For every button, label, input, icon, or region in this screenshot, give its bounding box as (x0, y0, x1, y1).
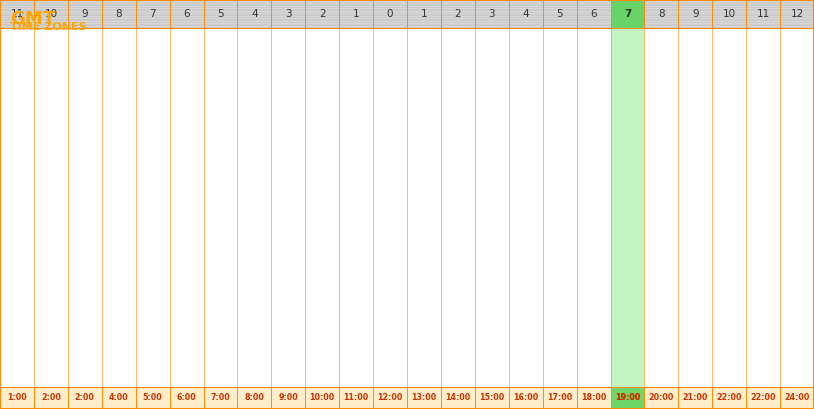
Text: 6:00: 6:00 (177, 393, 196, 402)
Text: 17:00: 17:00 (547, 393, 572, 402)
Text: 7:00: 7:00 (211, 393, 230, 402)
Text: 9: 9 (81, 9, 88, 19)
Text: 14:00: 14:00 (445, 393, 470, 402)
Text: 8:00: 8:00 (244, 393, 265, 402)
Bar (0, 4, 814, 5)
Text: 8: 8 (116, 9, 122, 19)
Bar (610, 0, 645, 28)
Text: 6: 6 (183, 9, 190, 19)
Text: 9: 9 (692, 9, 698, 19)
Bar (610, 387, 645, 409)
Text: 5:00: 5:00 (142, 393, 163, 402)
Bar (0, 17, 814, 18)
Text: 5: 5 (217, 9, 224, 19)
Text: 12: 12 (790, 9, 803, 19)
Text: 3: 3 (285, 9, 291, 19)
Text: 11: 11 (756, 9, 770, 19)
Text: 3: 3 (488, 9, 495, 19)
Text: 24:00: 24:00 (785, 393, 810, 402)
Text: 15:00: 15:00 (479, 393, 505, 402)
Text: 11: 11 (11, 9, 24, 19)
Bar (0, 2, 814, 3)
Bar (0, 0, 814, 28)
Text: 0: 0 (387, 9, 393, 19)
Text: 10: 10 (44, 9, 58, 19)
Text: 2:00: 2:00 (75, 393, 94, 402)
Bar (610, 28, 645, 387)
Text: 1:00: 1:00 (7, 393, 27, 402)
Bar (0, 27, 814, 28)
Text: 5: 5 (556, 9, 563, 19)
Text: 2: 2 (319, 9, 326, 19)
Bar (0, 24, 814, 25)
Text: 2:00: 2:00 (41, 393, 61, 402)
Text: 1: 1 (352, 9, 360, 19)
Text: 9:00: 9:00 (278, 393, 298, 402)
Text: 8: 8 (658, 9, 665, 19)
Text: 4:00: 4:00 (109, 393, 129, 402)
Text: 10:00: 10:00 (309, 393, 335, 402)
Text: 6: 6 (590, 9, 597, 19)
Text: GMT: GMT (10, 10, 55, 28)
Text: TIME ZONES: TIME ZONES (10, 22, 86, 32)
Bar (0, 19, 814, 20)
Text: 1: 1 (421, 9, 427, 19)
Bar (0, 387, 814, 409)
Text: 7: 7 (624, 9, 631, 19)
Text: 19:00: 19:00 (615, 393, 640, 402)
Text: 4: 4 (251, 9, 258, 19)
Bar (0, 14, 814, 16)
Text: 4: 4 (523, 9, 529, 19)
Text: 13:00: 13:00 (411, 393, 436, 402)
Bar (0, 22, 814, 23)
Text: 11:00: 11:00 (344, 393, 369, 402)
Text: 18:00: 18:00 (581, 393, 606, 402)
Text: 7: 7 (149, 9, 156, 19)
Text: 22:00: 22:00 (716, 393, 742, 402)
Text: 22:00: 22:00 (751, 393, 776, 402)
Text: 16:00: 16:00 (513, 393, 538, 402)
Text: 19:00: 19:00 (615, 393, 640, 402)
Text: 21:00: 21:00 (683, 393, 708, 402)
Text: 12:00: 12:00 (378, 393, 403, 402)
Bar (0, 7, 814, 8)
Text: 10: 10 (723, 9, 736, 19)
Bar (0, 12, 814, 13)
Text: 2: 2 (454, 9, 462, 19)
Bar (0, 9, 814, 11)
Bar (0, 28, 814, 387)
Text: 20:00: 20:00 (649, 393, 674, 402)
Text: 7: 7 (624, 9, 631, 19)
